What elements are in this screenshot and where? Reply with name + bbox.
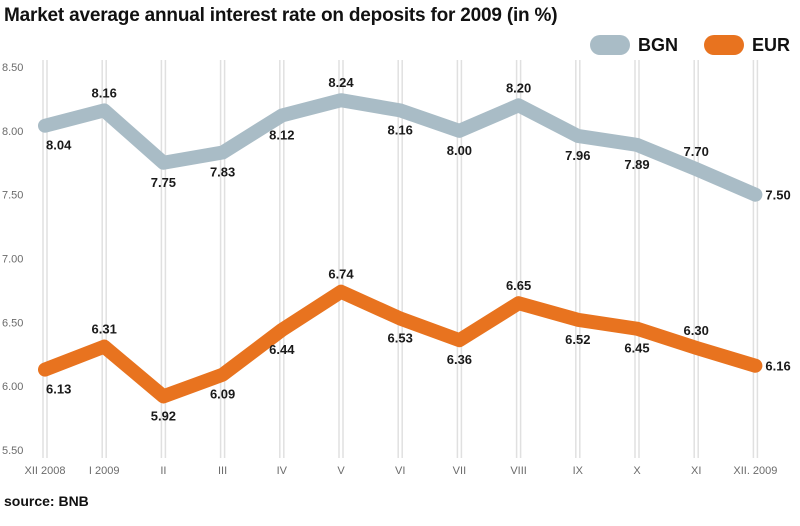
data-label-eur: 5.92 <box>151 408 176 423</box>
data-label-eur: 6.74 <box>328 267 354 282</box>
data-label-bgn: 8.16 <box>388 122 413 137</box>
legend: BGN EUR <box>0 30 800 60</box>
x-tick-label: II <box>160 465 166 477</box>
data-label-bgn: 8.04 <box>46 138 72 153</box>
data-label-eur: 6.36 <box>447 352 472 367</box>
x-tick-label: XI <box>691 465 701 477</box>
x-tick-label: VI <box>395 465 405 477</box>
legend-label-bgn: BGN <box>638 34 678 55</box>
legend-label-eur: EUR <box>752 34 791 55</box>
data-label-bgn: 8.00 <box>447 143 472 158</box>
x-tick-label: XII 2008 <box>25 465 66 477</box>
y-tick-label: 7.50 <box>2 190 23 202</box>
data-label-bgn: 7.70 <box>684 144 709 159</box>
data-label-bgn: 7.83 <box>210 165 235 180</box>
x-tick-label: IX <box>573 465 584 477</box>
x-tick-label: I 2009 <box>89 465 120 477</box>
data-label-eur: 6.31 <box>92 322 117 337</box>
legend-swatch-bgn <box>590 35 630 55</box>
series-line-eur <box>38 284 763 404</box>
data-label-bgn: 7.96 <box>565 148 590 163</box>
data-label-eur: 6.16 <box>765 359 790 374</box>
data-label-eur: 6.09 <box>210 387 235 402</box>
y-tick-label: 5.50 <box>2 445 23 457</box>
data-label-bgn: 8.16 <box>92 85 117 100</box>
data-label-eur: 6.13 <box>46 382 71 397</box>
source-note: source: BNB <box>4 493 89 509</box>
x-tick-label: XII. 2009 <box>733 465 777 477</box>
data-label-eur: 6.52 <box>565 332 590 347</box>
data-label-bgn: 7.75 <box>151 175 176 190</box>
data-label-bgn: 8.20 <box>506 80 531 95</box>
data-label-eur: 6.65 <box>506 278 531 293</box>
y-tick-label: 6.00 <box>2 381 23 393</box>
x-tick-label: X <box>633 465 641 477</box>
legend-item-bgn: BGN <box>590 30 678 60</box>
legend-item-eur: EUR <box>704 30 790 60</box>
data-label-eur: 6.45 <box>624 341 649 356</box>
y-tick-label: 8.50 <box>2 62 23 74</box>
chart-title: Market average annual interest rate on d… <box>4 5 558 26</box>
y-tick-label: 7.00 <box>2 254 23 266</box>
series-line-bgn <box>38 93 763 202</box>
data-label-bgn: 8.12 <box>269 128 294 143</box>
data-label-bgn: 7.50 <box>765 188 790 203</box>
legend-swatch-eur <box>704 35 744 55</box>
y-tick-label: 6.50 <box>2 317 23 329</box>
x-tick-label: III <box>218 465 227 477</box>
data-label-eur: 6.53 <box>388 331 413 346</box>
data-label-eur: 6.30 <box>684 323 709 338</box>
data-label-eur: 6.44 <box>269 342 295 357</box>
y-tick-label: 8.00 <box>2 126 23 138</box>
x-tick-label: IV <box>277 465 288 477</box>
x-tick-label: V <box>337 465 345 477</box>
x-tick-label: VIII <box>510 465 527 477</box>
x-tick-label: VII <box>453 465 466 477</box>
data-label-bgn: 7.89 <box>624 157 649 172</box>
data-label-bgn: 8.24 <box>328 75 354 90</box>
